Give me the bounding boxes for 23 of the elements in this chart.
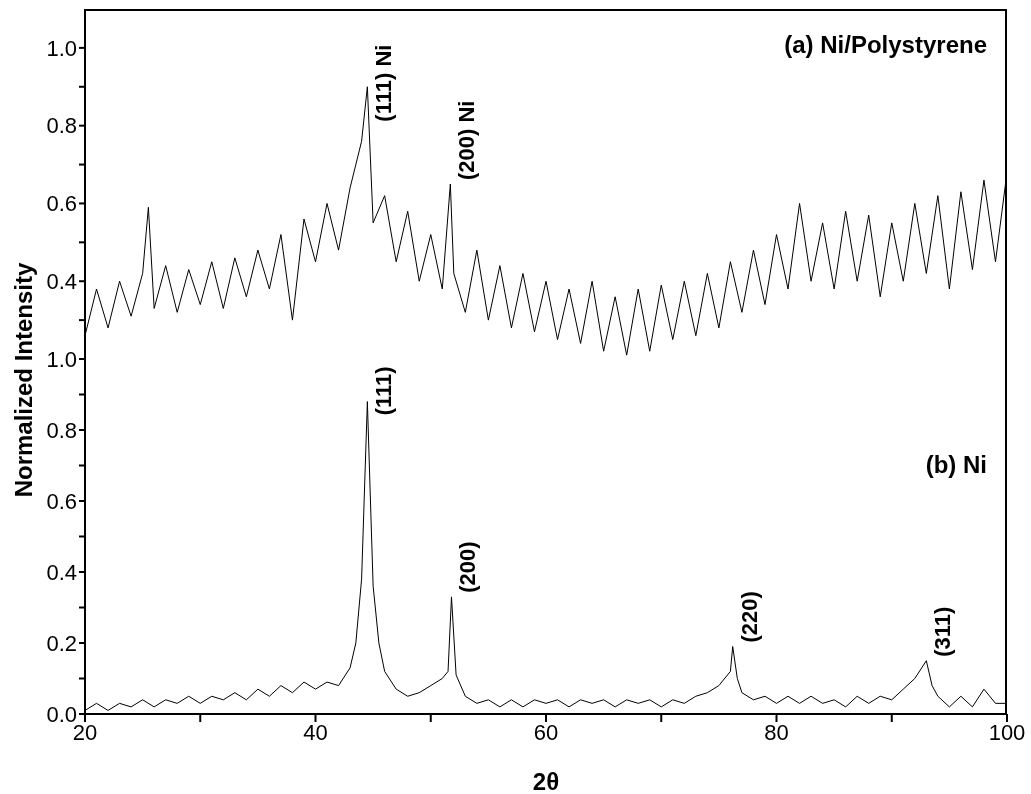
y-tick-label: 0.4 <box>46 559 77 585</box>
annotation: (200) Ni <box>454 100 480 180</box>
x-tick-label: 60 <box>533 719 559 745</box>
y-tick-label: 0.6 <box>46 488 77 514</box>
annotation: (220) <box>736 591 762 643</box>
y-tick-label: 1.0 <box>46 346 77 372</box>
x-axis-title: 2θ <box>532 768 560 794</box>
annotation: (b) Ni <box>925 451 987 478</box>
x-tick-label: 40 <box>303 719 328 745</box>
annotation: (311) <box>930 606 956 657</box>
y-tick-label: 1.0 <box>46 35 77 61</box>
x-tick-label: 100 <box>988 719 1026 745</box>
annotation: (200) <box>455 541 481 593</box>
annotation: (111) Ni <box>371 44 397 122</box>
y-axis-title: Normalized Intensity <box>10 262 38 498</box>
y-tick-label: 0.6 <box>46 191 77 217</box>
x-tick-label: 80 <box>764 719 789 745</box>
y-tick-label: 0.8 <box>46 113 77 139</box>
y-tick-label: 0.2 <box>46 630 77 656</box>
annotation: (111) <box>371 366 397 416</box>
annotation: (a) Ni/Polystyrene <box>784 31 987 58</box>
y-tick-label: 0.8 <box>46 417 77 443</box>
y-tick-label: 0.4 <box>46 269 77 295</box>
